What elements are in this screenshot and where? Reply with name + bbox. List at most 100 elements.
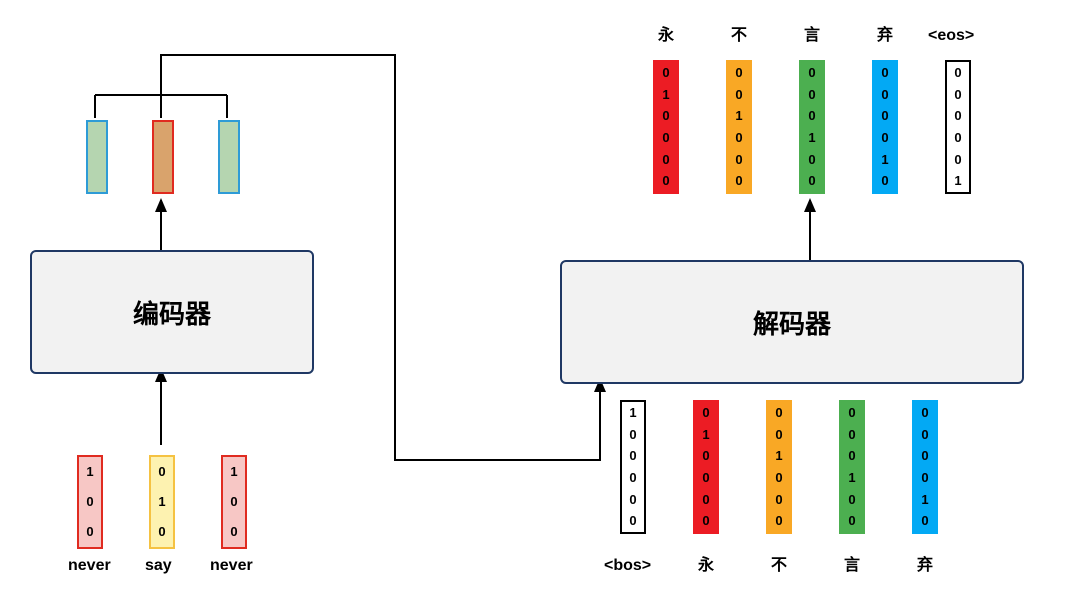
onehot-digit: 0: [629, 467, 636, 489]
onehot-digit: 0: [775, 489, 782, 511]
token-label: say: [145, 557, 172, 575]
onehot-digit: 0: [735, 62, 742, 84]
encoder-hidden-rect: [218, 120, 240, 194]
encoder-label: 编码器: [133, 294, 211, 331]
onehot-digit: 0: [735, 149, 742, 171]
onehot-digit: 0: [808, 105, 815, 127]
onehot-digit: 1: [702, 424, 709, 446]
onehot-digit: 1: [808, 127, 815, 149]
onehot-digit: 0: [702, 489, 709, 511]
onehot-digit: 0: [662, 105, 669, 127]
onehot-digit: 0: [775, 402, 782, 424]
onehot-vector: 000001: [945, 60, 971, 194]
onehot-digit: 0: [230, 487, 237, 517]
onehot-digit: 0: [881, 84, 888, 106]
onehot-digit: 0: [881, 127, 888, 149]
decoder-box: 解码器: [560, 260, 1024, 384]
onehot-digit: 0: [629, 424, 636, 446]
onehot-digit: 0: [775, 510, 782, 532]
onehot-digit: 1: [775, 445, 782, 467]
onehot-digit: 1: [954, 170, 961, 192]
token-label: never: [210, 557, 253, 575]
onehot-digit: 0: [921, 424, 928, 446]
onehot-digit: 1: [158, 487, 165, 517]
onehot-digit: 0: [881, 62, 888, 84]
onehot-digit: 0: [921, 402, 928, 424]
token-label: 永: [658, 21, 674, 45]
onehot-digit: 0: [921, 467, 928, 489]
onehot-digit: 0: [808, 62, 815, 84]
onehot-digit: 0: [848, 510, 855, 532]
token-label: <bos>: [604, 557, 651, 575]
onehot-vector: 010: [149, 455, 175, 549]
onehot-vector: 001000: [766, 400, 792, 534]
onehot-digit: 0: [954, 84, 961, 106]
onehot-digit: 0: [808, 170, 815, 192]
onehot-digit: 0: [158, 517, 165, 547]
onehot-digit: 0: [86, 517, 93, 547]
onehot-digit: 0: [735, 84, 742, 106]
onehot-digit: 1: [86, 457, 93, 487]
token-label: 不: [771, 551, 787, 575]
onehot-digit: 0: [629, 510, 636, 532]
onehot-digit: 0: [954, 127, 961, 149]
onehot-digit: 0: [848, 424, 855, 446]
onehot-vector: 000100: [799, 60, 825, 194]
onehot-digit: 0: [954, 105, 961, 127]
token-label: 不: [731, 21, 747, 45]
token-label: 永: [698, 551, 714, 575]
onehot-digit: 1: [735, 105, 742, 127]
onehot-digit: 0: [775, 467, 782, 489]
onehot-digit: 0: [662, 62, 669, 84]
onehot-digit: 0: [848, 489, 855, 511]
onehot-digit: 0: [921, 510, 928, 532]
onehot-digit: 0: [702, 510, 709, 532]
onehot-digit: 0: [629, 489, 636, 511]
onehot-digit: 1: [230, 457, 237, 487]
onehot-digit: 0: [881, 105, 888, 127]
token-label: <eos>: [928, 27, 974, 45]
onehot-digit: 1: [848, 467, 855, 489]
onehot-vector: 000100: [839, 400, 865, 534]
onehot-vector: 100000: [620, 400, 646, 534]
onehot-vector: 100: [221, 455, 247, 549]
onehot-digit: 0: [881, 170, 888, 192]
onehot-digit: 1: [629, 402, 636, 424]
onehot-digit: 0: [702, 402, 709, 424]
onehot-digit: 1: [881, 149, 888, 171]
onehot-digit: 0: [735, 127, 742, 149]
onehot-vector: 000010: [912, 400, 938, 534]
onehot-vector: 001000: [726, 60, 752, 194]
onehot-digit: 0: [662, 170, 669, 192]
onehot-vector: 010000: [653, 60, 679, 194]
onehot-digit: 0: [629, 445, 636, 467]
token-label: 言: [804, 21, 820, 45]
onehot-vector: 100: [77, 455, 103, 549]
onehot-digit: 0: [230, 517, 237, 547]
onehot-digit: 0: [921, 445, 928, 467]
decoder-label: 解码器: [753, 304, 831, 341]
token-label: 弃: [917, 551, 933, 575]
onehot-digit: 0: [158, 457, 165, 487]
encoder-hidden-rect: [152, 120, 174, 194]
onehot-digit: 1: [662, 84, 669, 106]
onehot-digit: 0: [702, 467, 709, 489]
onehot-digit: 0: [662, 127, 669, 149]
token-label: never: [68, 557, 111, 575]
token-label: 弃: [877, 21, 893, 45]
onehot-digit: 0: [848, 402, 855, 424]
onehot-digit: 0: [702, 445, 709, 467]
token-label: 言: [844, 551, 860, 575]
onehot-digit: 0: [808, 149, 815, 171]
onehot-digit: 0: [848, 445, 855, 467]
onehot-digit: 0: [775, 424, 782, 446]
encoder-box: 编码器: [30, 250, 314, 374]
onehot-digit: 0: [735, 170, 742, 192]
onehot-digit: 1: [921, 489, 928, 511]
encoder-hidden-rect: [86, 120, 108, 194]
onehot-digit: 0: [662, 149, 669, 171]
onehot-digit: 0: [808, 84, 815, 106]
onehot-digit: 0: [954, 62, 961, 84]
onehot-digit: 0: [954, 149, 961, 171]
onehot-vector: 010000: [693, 400, 719, 534]
